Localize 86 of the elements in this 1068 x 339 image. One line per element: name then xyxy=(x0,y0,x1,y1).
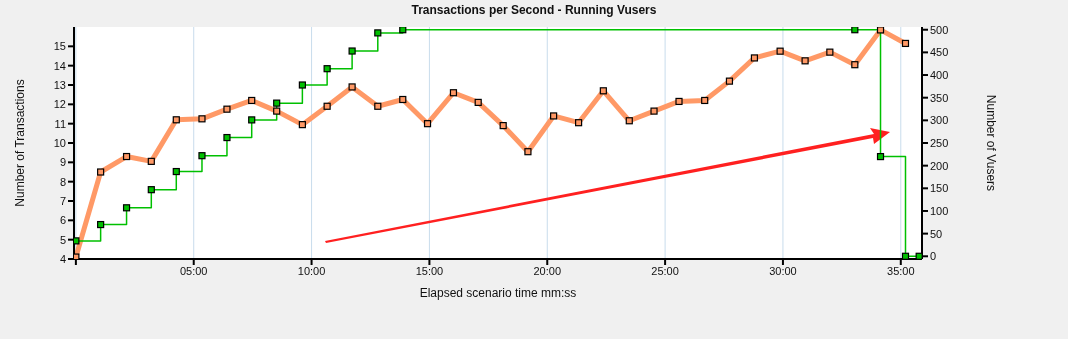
point xyxy=(776,47,784,55)
point xyxy=(625,117,633,125)
point xyxy=(97,220,105,229)
point xyxy=(876,27,885,34)
y-tick-label: 12 xyxy=(53,98,66,111)
point xyxy=(198,115,206,123)
point xyxy=(750,54,759,62)
y-tick-label: 13 xyxy=(53,78,66,91)
x-tick-label: 10:00 xyxy=(297,264,326,277)
y-tick-label: 7 xyxy=(59,194,66,207)
point xyxy=(147,157,155,165)
y2-tick-label: 100 xyxy=(930,204,949,217)
point xyxy=(298,121,306,129)
point xyxy=(374,29,382,37)
point xyxy=(675,97,683,106)
y-tick-label: 4 xyxy=(59,252,66,265)
y2-tick-label: 500 xyxy=(930,23,949,36)
point xyxy=(172,116,180,124)
point xyxy=(901,252,910,259)
point xyxy=(901,39,910,48)
point xyxy=(348,47,356,55)
y2-tick-label: 50 xyxy=(930,227,943,240)
point xyxy=(273,99,281,107)
y2-tick-label: 350 xyxy=(930,91,949,104)
point xyxy=(499,122,507,130)
chart-title: Transactions per Second - Running Vusers xyxy=(410,3,658,17)
y-tick-label: 6 xyxy=(59,214,66,227)
x-tick-label: 15:00 xyxy=(415,264,444,277)
point xyxy=(599,87,607,95)
y2-tick-label: 200 xyxy=(930,159,949,172)
point xyxy=(147,186,155,194)
point xyxy=(851,61,859,69)
point xyxy=(223,133,231,142)
point xyxy=(122,152,131,161)
x-axis-title: Elapsed scenario time mm:ss xyxy=(419,286,577,300)
point xyxy=(399,27,407,34)
y2-tick-label: 0 xyxy=(930,250,937,263)
y-tick-label: 11 xyxy=(54,117,66,130)
point xyxy=(650,107,658,115)
point xyxy=(474,98,482,106)
point xyxy=(399,95,407,104)
y-tick-label: 15 xyxy=(53,40,66,53)
point xyxy=(524,148,532,156)
point xyxy=(801,57,809,65)
point xyxy=(876,152,885,161)
point xyxy=(74,253,80,259)
y2-tick-label: 300 xyxy=(930,114,949,127)
y-tick-label: 10 xyxy=(53,136,66,149)
point xyxy=(575,119,583,127)
point xyxy=(550,112,558,120)
point xyxy=(323,65,331,73)
point xyxy=(826,48,834,56)
point xyxy=(97,168,105,176)
y2-tick-label: 250 xyxy=(930,136,949,149)
point xyxy=(374,102,382,110)
x-tick-label: 05:00 xyxy=(179,264,208,277)
point xyxy=(198,152,206,160)
y-tick-label: 14 xyxy=(53,59,66,72)
point xyxy=(223,105,231,113)
point xyxy=(423,120,432,128)
y2-tick-label: 400 xyxy=(930,68,949,81)
y-tick-label: 9 xyxy=(59,156,66,169)
point xyxy=(449,89,458,97)
x-tick-label: 30:00 xyxy=(769,264,797,277)
point xyxy=(248,116,256,124)
y-tick-label: 8 xyxy=(59,175,66,188)
y2-axis-title: Number of Vusers xyxy=(983,94,998,192)
y-axis-title: Number of Transactions xyxy=(13,79,28,207)
point xyxy=(851,27,859,34)
point xyxy=(172,167,180,176)
point xyxy=(122,204,131,212)
point xyxy=(298,81,306,89)
point xyxy=(248,96,256,105)
point xyxy=(725,77,734,85)
point xyxy=(74,237,80,245)
x-tick-label: 35:00 xyxy=(887,264,915,277)
point xyxy=(348,83,356,91)
y-tick-label: 5 xyxy=(59,233,66,246)
y2-tick-label: 450 xyxy=(930,46,949,59)
x-tick-label: 20:00 xyxy=(533,264,562,277)
y2-tick-label: 150 xyxy=(930,182,949,195)
point xyxy=(323,102,331,110)
point xyxy=(915,252,922,259)
point xyxy=(273,107,281,115)
point xyxy=(701,96,709,105)
x-tick-label: 25:00 xyxy=(651,264,679,277)
